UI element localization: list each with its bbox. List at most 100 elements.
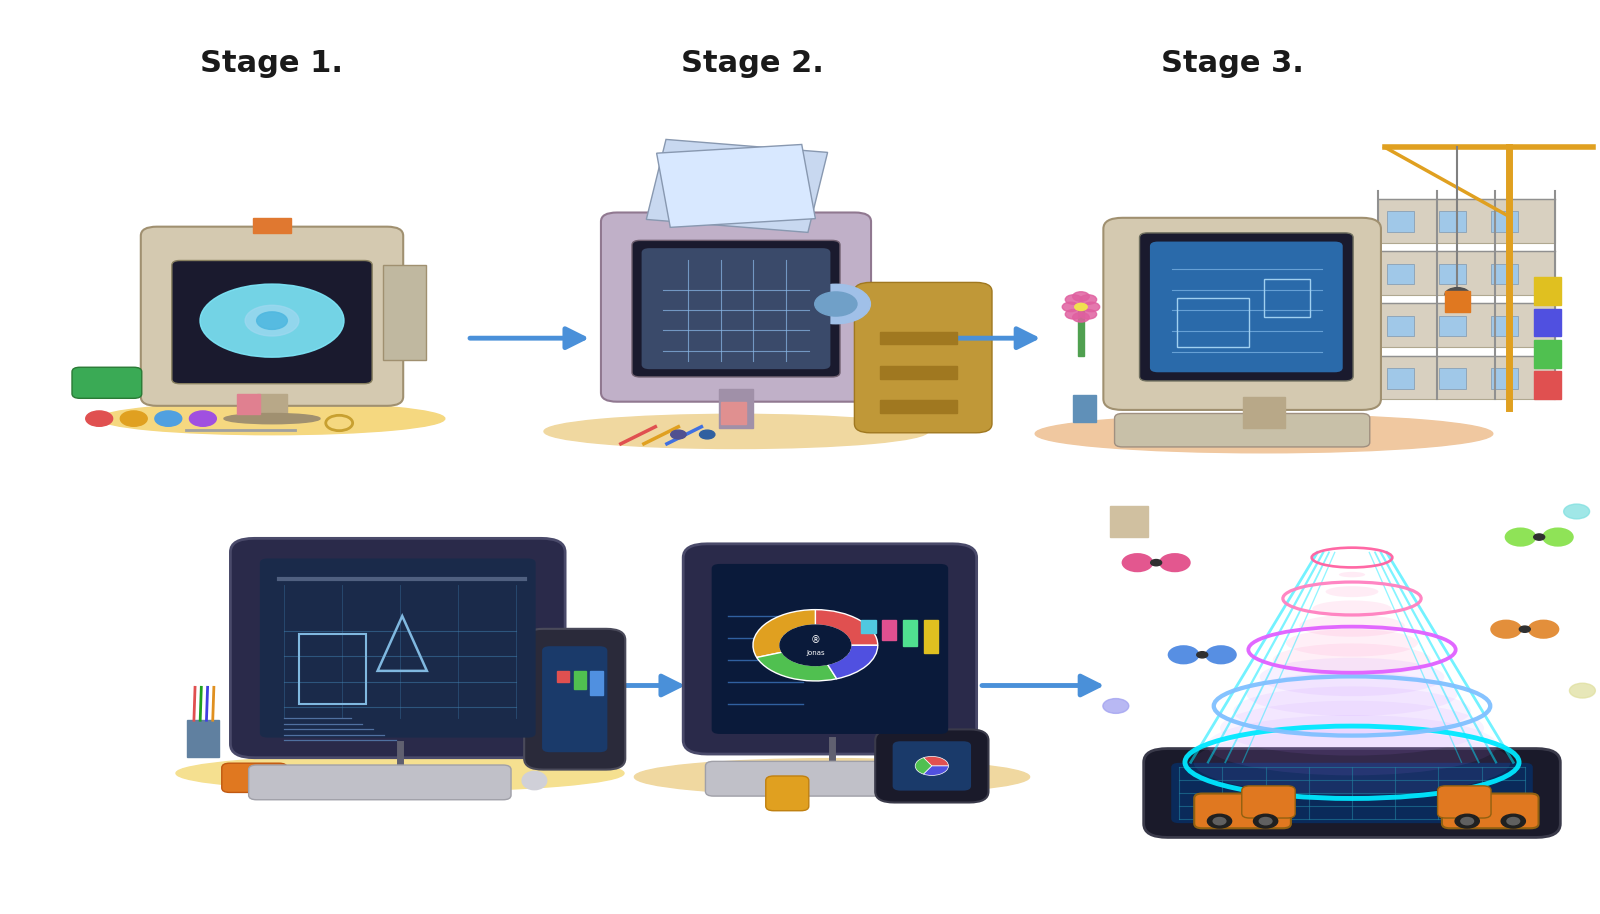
Wedge shape	[915, 758, 931, 774]
Circle shape	[1501, 814, 1525, 828]
Ellipse shape	[1299, 615, 1405, 637]
Circle shape	[1066, 310, 1082, 319]
FancyBboxPatch shape	[171, 260, 373, 384]
Text: Stage 1.: Stage 1.	[200, 49, 344, 79]
Ellipse shape	[1339, 572, 1365, 578]
Bar	[1379, 199, 1555, 242]
Ellipse shape	[1205, 645, 1237, 664]
Circle shape	[120, 411, 147, 426]
Text: Stage 3.: Stage 3.	[1160, 49, 1304, 79]
FancyBboxPatch shape	[1442, 793, 1539, 828]
Circle shape	[1520, 626, 1530, 632]
Bar	[1438, 211, 1466, 232]
FancyBboxPatch shape	[683, 544, 976, 754]
FancyBboxPatch shape	[706, 761, 939, 796]
Ellipse shape	[1168, 645, 1200, 664]
Circle shape	[1534, 534, 1544, 540]
Bar	[384, 265, 426, 360]
Circle shape	[1080, 310, 1096, 319]
Circle shape	[155, 411, 182, 426]
FancyBboxPatch shape	[1104, 218, 1381, 409]
Polygon shape	[656, 144, 816, 228]
Bar	[861, 620, 875, 633]
Circle shape	[1213, 817, 1226, 824]
Bar	[718, 389, 754, 429]
Ellipse shape	[1504, 527, 1536, 547]
Bar	[1387, 211, 1414, 232]
Ellipse shape	[544, 414, 928, 449]
Circle shape	[781, 625, 851, 665]
FancyBboxPatch shape	[875, 729, 989, 802]
Bar	[1534, 371, 1562, 399]
FancyBboxPatch shape	[893, 741, 971, 791]
Bar	[882, 620, 896, 640]
Bar	[187, 720, 219, 757]
Ellipse shape	[99, 402, 445, 435]
Bar	[1534, 309, 1562, 336]
FancyBboxPatch shape	[542, 646, 608, 752]
Circle shape	[1454, 814, 1480, 828]
Bar	[237, 394, 261, 414]
FancyBboxPatch shape	[1139, 233, 1354, 381]
Ellipse shape	[1158, 553, 1190, 572]
Bar	[299, 634, 366, 704]
Circle shape	[1072, 313, 1090, 322]
Bar	[1438, 367, 1466, 388]
Text: Jonas: Jonas	[806, 650, 824, 655]
Bar	[1264, 279, 1310, 317]
Bar	[590, 671, 603, 696]
Bar	[1379, 251, 1555, 294]
Circle shape	[1208, 814, 1232, 828]
Ellipse shape	[1234, 686, 1470, 736]
Wedge shape	[757, 653, 837, 681]
FancyBboxPatch shape	[1144, 749, 1560, 837]
Circle shape	[1150, 559, 1162, 566]
Circle shape	[1080, 295, 1096, 304]
Bar	[1243, 398, 1285, 429]
Bar	[1387, 263, 1414, 284]
Ellipse shape	[1274, 643, 1432, 676]
Circle shape	[814, 292, 858, 316]
Bar	[1379, 356, 1555, 399]
Bar	[880, 332, 957, 345]
Ellipse shape	[1312, 600, 1392, 617]
Ellipse shape	[365, 767, 435, 776]
Ellipse shape	[1035, 415, 1493, 452]
Bar	[1110, 506, 1147, 537]
Bar	[902, 620, 917, 646]
Polygon shape	[646, 140, 827, 232]
Bar	[1438, 315, 1466, 336]
Wedge shape	[754, 610, 816, 657]
Ellipse shape	[1286, 629, 1418, 656]
Ellipse shape	[1528, 620, 1560, 639]
FancyBboxPatch shape	[1171, 763, 1533, 824]
Bar	[1438, 263, 1466, 284]
FancyBboxPatch shape	[1194, 793, 1291, 828]
Circle shape	[1075, 303, 1088, 311]
Circle shape	[1197, 652, 1208, 658]
Circle shape	[189, 411, 216, 426]
Ellipse shape	[1194, 729, 1510, 795]
Ellipse shape	[176, 755, 624, 792]
Circle shape	[1072, 292, 1090, 302]
FancyBboxPatch shape	[766, 776, 810, 811]
Circle shape	[1083, 303, 1099, 312]
Ellipse shape	[1542, 527, 1574, 547]
FancyBboxPatch shape	[854, 282, 992, 433]
Bar	[923, 620, 938, 653]
Wedge shape	[923, 757, 949, 766]
Ellipse shape	[1490, 620, 1522, 639]
FancyBboxPatch shape	[642, 249, 830, 369]
Bar	[1491, 367, 1518, 388]
Wedge shape	[827, 645, 878, 679]
Bar	[253, 218, 291, 233]
Circle shape	[1253, 814, 1278, 828]
Ellipse shape	[200, 284, 344, 357]
Bar	[880, 367, 957, 378]
FancyBboxPatch shape	[259, 558, 536, 738]
Ellipse shape	[1325, 586, 1379, 597]
Ellipse shape	[522, 771, 547, 790]
Circle shape	[86, 411, 112, 426]
Ellipse shape	[1206, 715, 1498, 775]
Bar	[880, 400, 957, 413]
